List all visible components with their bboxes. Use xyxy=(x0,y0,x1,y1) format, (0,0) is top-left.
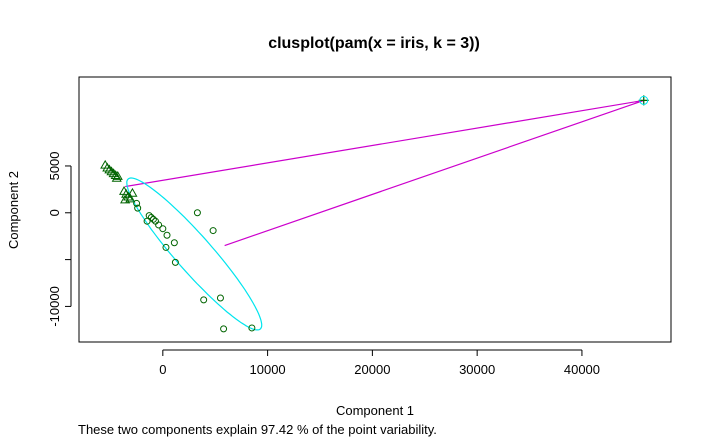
cluster-point-triangle xyxy=(108,168,119,178)
cluster-point-circle xyxy=(248,324,256,332)
x-tick-label: 20000 xyxy=(354,362,390,377)
y-axis: -10000 0 5000 xyxy=(47,151,72,327)
cluster-ellipse xyxy=(126,177,263,331)
cluster-point-circle xyxy=(163,231,171,239)
cluster-point-circle xyxy=(200,296,208,304)
y-axis-label: Component 2 xyxy=(6,171,21,249)
cluster-connector-line xyxy=(125,99,644,188)
x-axis-label: Component 1 xyxy=(336,403,414,418)
cluster-point-circle xyxy=(134,204,142,212)
y-tick-label: 0 xyxy=(47,209,62,216)
x-tick-label: 30000 xyxy=(459,362,495,377)
cluster-point-circle xyxy=(143,217,151,225)
y-tick-label: 5000 xyxy=(47,151,62,180)
cluster-point-circle xyxy=(159,225,167,233)
x-axis: 0 10000 20000 30000 40000 xyxy=(159,349,600,377)
cluster-point-triangle xyxy=(102,162,113,172)
cluster-point-circle xyxy=(147,213,155,221)
cluster-point-triangle xyxy=(104,164,115,174)
cluster-point-circle xyxy=(170,239,178,247)
chart-title: clusplot(pam(x = iris, k = 3)) xyxy=(268,35,480,52)
plot-area xyxy=(100,95,649,333)
x-tick-label: 10000 xyxy=(250,362,286,377)
cluster-point-triangle xyxy=(125,193,136,203)
cluster-point-triangle xyxy=(106,166,117,176)
cluster-point-plus xyxy=(638,95,649,106)
cluster-point-circle xyxy=(193,209,201,217)
cluster-point-triangle xyxy=(111,172,122,182)
y-tick-label: -10000 xyxy=(47,286,62,326)
plot-frame xyxy=(78,76,672,343)
cluster-point-circle xyxy=(220,325,228,333)
x-tick-label: 40000 xyxy=(564,362,600,377)
cluster-point-triangle xyxy=(127,187,138,197)
cluster-point-triangle xyxy=(120,194,131,204)
cluster-point-circle xyxy=(171,258,179,266)
cluster-connector-line xyxy=(224,99,644,247)
cluster-point-circle xyxy=(216,294,224,302)
variability-caption: These two components explain 97.42 % of … xyxy=(78,422,437,437)
cluster-point-circle xyxy=(155,221,163,229)
cluster-point-circle xyxy=(133,199,141,207)
cluster-point-circle xyxy=(162,243,170,251)
x-tick-label: 0 xyxy=(159,362,166,377)
cluster-point-plus-ring xyxy=(639,95,649,105)
cluster-point-circle xyxy=(209,227,217,235)
cluster-point-circle xyxy=(149,215,157,223)
